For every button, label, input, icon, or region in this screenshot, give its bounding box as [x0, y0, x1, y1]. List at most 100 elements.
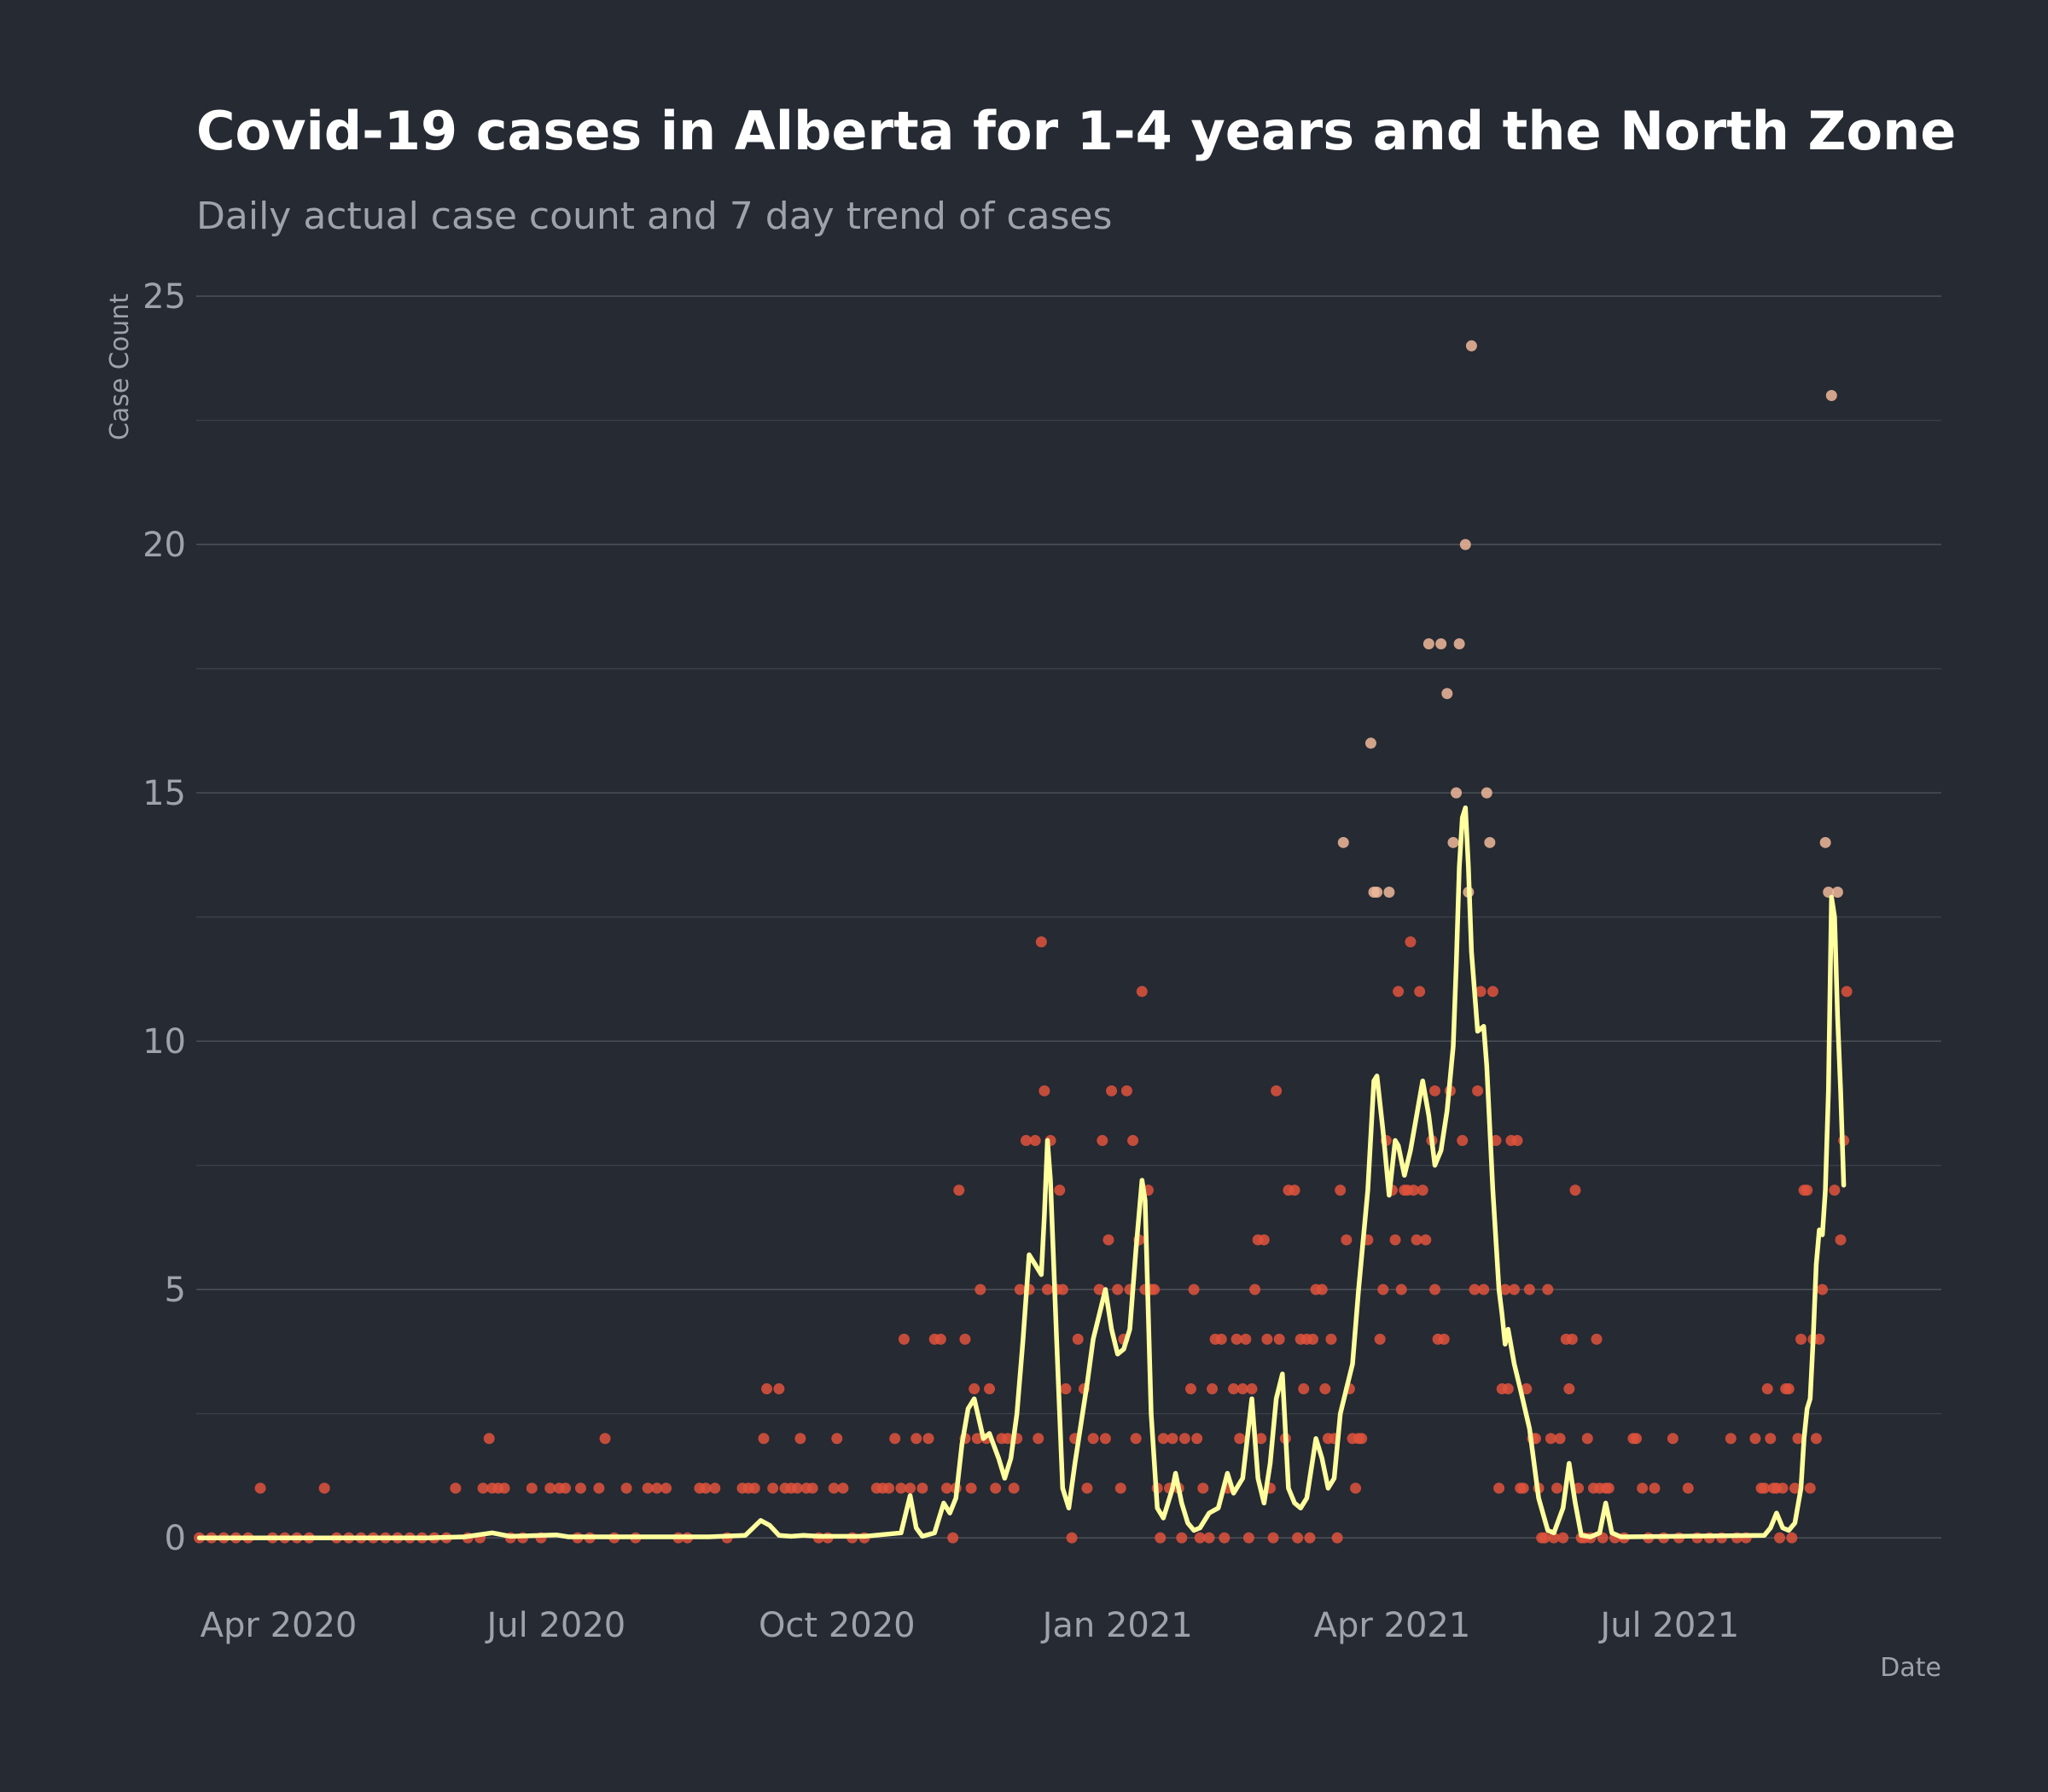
data-point [1112, 1283, 1124, 1295]
data-point [1041, 1283, 1053, 1295]
data-point [1817, 1283, 1829, 1295]
data-point [1725, 1433, 1737, 1445]
data-point [1395, 1283, 1407, 1295]
data-point [1093, 1283, 1105, 1295]
data-point [916, 1482, 928, 1494]
data-point [1271, 1085, 1283, 1097]
trend-line [196, 805, 1847, 1540]
data-point [1236, 1383, 1248, 1395]
data-point [922, 1433, 934, 1445]
x-tick-label: Jul 2020 [484, 1606, 625, 1645]
x-tick-label: Apr 2020 [201, 1606, 358, 1645]
data-point [1002, 1433, 1014, 1445]
data-point [1099, 1433, 1111, 1445]
data-point [1008, 1482, 1020, 1494]
data-point [1258, 1234, 1270, 1246]
data-point [1136, 986, 1148, 998]
data-point [254, 1482, 266, 1494]
data-point [1831, 887, 1843, 899]
data-point [1014, 1283, 1026, 1295]
data-point [526, 1482, 538, 1494]
data-point [1194, 1532, 1206, 1544]
data-point [1469, 1283, 1481, 1295]
data-point [1417, 1184, 1428, 1196]
data-point [1521, 1383, 1533, 1395]
trend-line-layer [196, 805, 1847, 1540]
data-point [1203, 1532, 1215, 1544]
data-point [965, 1482, 977, 1494]
data-point [1423, 638, 1434, 650]
data-point [947, 1532, 959, 1544]
data-point [1478, 1283, 1490, 1295]
data-point [1405, 936, 1417, 948]
data-point [905, 1482, 916, 1494]
data-point [1441, 688, 1453, 700]
data-point [1304, 1532, 1316, 1544]
data-point [1219, 1532, 1231, 1544]
data-point [1319, 1383, 1331, 1395]
x-tick-label: Jul 2021 [1597, 1606, 1739, 1645]
data-point [1167, 1433, 1178, 1445]
data-point [1325, 1333, 1337, 1345]
data-point [1499, 1283, 1511, 1295]
data-point [1554, 1433, 1566, 1445]
data-point [1130, 1433, 1142, 1445]
data-point [1054, 1184, 1066, 1196]
data-point [990, 1482, 1002, 1494]
data-point [1511, 1135, 1523, 1147]
data-point [748, 1482, 760, 1494]
data-point [773, 1383, 785, 1395]
data-point [1563, 1383, 1575, 1395]
data-point [934, 1333, 946, 1345]
data-point [1493, 1482, 1505, 1494]
data-point [1435, 638, 1447, 650]
y-tick-label: 0 [165, 1519, 186, 1558]
data-point [984, 1383, 996, 1395]
data-point [477, 1482, 489, 1494]
data-point [318, 1482, 330, 1494]
data-point [1197, 1482, 1209, 1494]
data-point [1819, 836, 1831, 848]
x-axis-title: Date [1880, 1653, 1941, 1683]
data-point [1551, 1482, 1563, 1494]
data-point [1215, 1333, 1227, 1345]
data-point [1789, 1482, 1801, 1494]
data-point [1081, 1482, 1093, 1494]
data-point [450, 1482, 462, 1494]
data-point [758, 1433, 770, 1445]
data-point [1371, 887, 1383, 899]
data-point [1481, 787, 1492, 799]
data-point [767, 1482, 779, 1494]
x-tick-label: Oct 2020 [759, 1606, 916, 1645]
data-point [940, 1482, 952, 1494]
data-point [1502, 1383, 1514, 1395]
data-point [1157, 1433, 1169, 1445]
data-point [1810, 1433, 1822, 1445]
data-point [560, 1482, 572, 1494]
data-point [1420, 1234, 1432, 1246]
data-point [1591, 1333, 1603, 1345]
x-tick-label: Jan 2021 [1040, 1606, 1193, 1645]
x-axis-ticks: Apr 2020 Jul 2020 Oct 2020 Jan 2021 Apr 2021… [201, 1606, 1740, 1645]
data-point [1487, 986, 1498, 998]
data-point [1393, 986, 1405, 998]
data-point [1249, 1283, 1261, 1295]
data-point [1542, 1283, 1554, 1295]
data-point [651, 1482, 663, 1494]
data-point [1759, 1482, 1771, 1494]
data-point [1106, 1085, 1118, 1097]
y-axis-ticks: 0 5 10 15 20 25 [143, 277, 186, 1558]
data-point [1066, 1532, 1078, 1544]
data-point [1298, 1383, 1310, 1395]
data-point [1438, 1333, 1450, 1345]
data-point [1383, 887, 1395, 899]
data-point [959, 1333, 971, 1345]
x-tick-label: Apr 2021 [1314, 1606, 1471, 1645]
data-point [1783, 1383, 1795, 1395]
data-point [1185, 1383, 1197, 1395]
data-point [1188, 1283, 1200, 1295]
data-point [761, 1383, 773, 1395]
y-axis-title: Case Count [105, 294, 135, 440]
data-point [1581, 1433, 1593, 1445]
data-point [1155, 1532, 1167, 1544]
